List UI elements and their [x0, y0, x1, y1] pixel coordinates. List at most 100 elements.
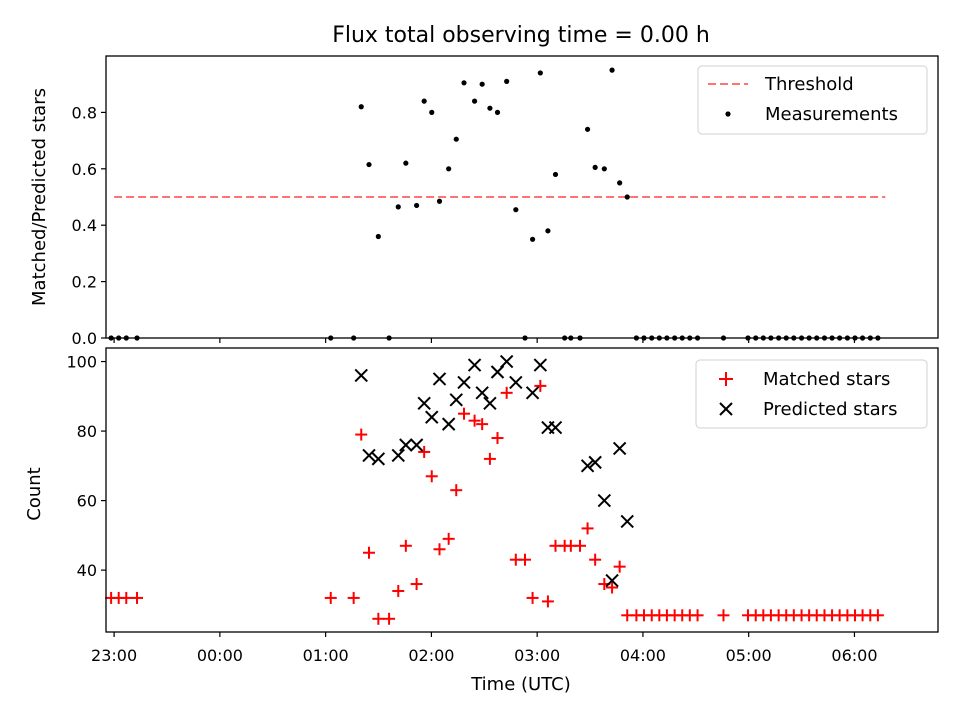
matched-star-point: [483, 452, 496, 465]
predicted-star-point: [588, 455, 602, 470]
legend-predicted-swatch: [719, 402, 733, 416]
measurement-point: [545, 228, 551, 234]
bottom-axes-frame: [105, 347, 939, 633]
predicted-star-point: [533, 358, 548, 372]
predicted-star-point: [612, 441, 627, 456]
matched-star-point: [383, 612, 396, 625]
predicted-star-point: [432, 372, 447, 386]
matched-star-point: [362, 546, 375, 559]
measurement-point: [413, 202, 420, 209]
top-plot-marks: [108, 67, 886, 341]
measurement-point: [617, 180, 623, 186]
legend-measurements-label: Measurements: [765, 104, 898, 125]
bottom-x-tick-label: 06:00: [831, 646, 877, 665]
chart-title: Flux total observing time = 0.00 h: [332, 23, 710, 48]
top-axis-ticks: 0.0 0.2 0.4 0.6 0.8: [72, 103, 856, 348]
matched-star-point: [442, 532, 455, 545]
matched-star-point: [372, 612, 385, 625]
measurement-point: [471, 98, 478, 104]
legend-measurements-swatch: [725, 111, 731, 117]
measurement-point: [375, 233, 381, 240]
matched-star-point: [324, 591, 337, 604]
measurement-point: [513, 207, 519, 213]
matched-star-point: [120, 591, 133, 604]
measurement-point: [436, 198, 443, 204]
predicted-star-point: [409, 438, 424, 452]
matched-star-point: [399, 539, 412, 552]
predicted-star-point: [580, 459, 595, 473]
top-y-tick-label: 0.8: [72, 103, 97, 122]
matched-star-point: [491, 432, 504, 445]
matched-star-point: [717, 609, 730, 622]
predicted-star-point: [449, 393, 463, 407]
predicted-star-point: [605, 573, 619, 588]
matched-star-point: [468, 414, 481, 427]
predicted-star-point: [475, 386, 489, 400]
bottom-y-tick-label: 60: [77, 492, 97, 511]
matched-star-point: [581, 522, 594, 535]
measurement-point: [537, 70, 543, 76]
measurement-point: [584, 126, 591, 132]
measurement-point: [504, 78, 510, 84]
matched-star-point: [691, 609, 704, 622]
predicted-star-point: [399, 438, 413, 452]
matched-star-point: [573, 539, 586, 552]
matched-star-point: [450, 484, 463, 497]
measurement-point: [395, 204, 401, 210]
predicted-star-point: [509, 375, 523, 390]
bottom-x-tick-label: 03:00: [514, 646, 560, 665]
measurement-point: [552, 171, 559, 178]
measurement-point: [461, 80, 467, 86]
matched-star-point: [541, 595, 554, 608]
top-axes-frame: [105, 55, 939, 339]
predicted-star-point: [417, 396, 431, 410]
measurement-point: [487, 105, 493, 111]
matched-star-point: [589, 553, 602, 566]
matched-star-point: [433, 543, 446, 556]
bottom-x-tick-label: 04:00: [620, 646, 666, 665]
predicted-star-point: [362, 448, 376, 463]
bottom-x-tick-label: 23:00: [91, 646, 137, 665]
matched-star-point: [131, 591, 144, 604]
predicted-star-point: [525, 386, 540, 400]
matched-star-point: [871, 609, 884, 622]
measurement-point: [403, 160, 409, 166]
measurement-point: [453, 136, 459, 142]
matched-star-point: [500, 386, 513, 399]
matched-star-point: [526, 591, 539, 604]
bottom-y-tick-label: 80: [77, 422, 97, 441]
matched-star-point: [534, 379, 547, 392]
matched-star-point: [518, 553, 531, 566]
top-y-tick-label: 0.4: [72, 216, 97, 235]
bottom-ylabel: Count: [24, 467, 45, 520]
bottom-y-tick-label: 40: [77, 561, 97, 580]
predicted-star-point: [371, 452, 386, 466]
bottom-x-tick-label: 05:00: [726, 646, 772, 665]
measurement-point: [609, 67, 615, 73]
top-y-tick-label: 0.2: [72, 273, 97, 292]
top-y-tick-label: 0.6: [72, 160, 97, 179]
matched-star-point: [410, 578, 423, 591]
matched-star-point: [347, 591, 360, 604]
measurement-point: [429, 109, 435, 115]
matched-star-point: [418, 445, 431, 458]
measurement-point: [366, 161, 372, 168]
measurement-point: [624, 194, 630, 200]
bottom-xlabel: Time (UTC): [470, 674, 571, 695]
measurement-point: [358, 104, 364, 110]
bottom-plot-marks: [105, 354, 884, 625]
measurement-point: [494, 109, 501, 115]
predicted-star-point: [597, 493, 612, 508]
legend-threshold-label: Threshold: [764, 74, 854, 95]
measurement-point: [529, 236, 536, 242]
predicted-star-point: [457, 375, 471, 390]
predicted-star-point: [354, 368, 368, 383]
bottom-legend: Matched stars Predicted stars: [695, 359, 928, 429]
predicted-star-point: [483, 396, 497, 410]
predicted-star-point: [425, 410, 439, 424]
top-panel: 0.00.20.40.60.8 Matched/Predicted stars …: [29, 55, 939, 348]
legend-matched-swatch: [719, 372, 733, 386]
measurement-point: [446, 166, 452, 172]
measurement-point: [592, 164, 598, 170]
